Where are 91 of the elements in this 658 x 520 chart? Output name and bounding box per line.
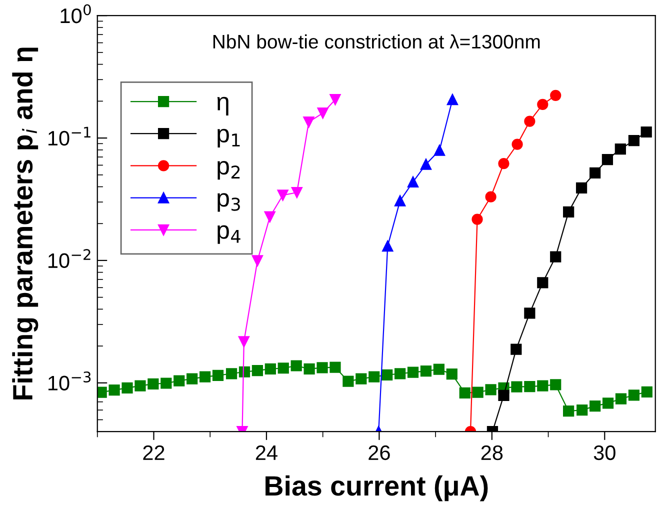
- y-axis-title: Fitting parameters p$_{i}$ and η: [12, 48, 38, 400]
- point: [590, 400, 601, 412]
- point: [537, 380, 548, 392]
- point: [342, 376, 354, 387]
- x-tick-label: 28: [481, 445, 503, 460]
- point: [459, 387, 470, 399]
- point: [368, 371, 380, 382]
- point: [498, 158, 510, 170]
- point: [356, 373, 367, 384]
- point: [290, 360, 302, 372]
- point: [226, 368, 238, 380]
- point: [160, 378, 172, 389]
- point: [212, 370, 224, 382]
- legend-label: p$_{4}$: [218, 225, 240, 244]
- point: [382, 369, 393, 381]
- point: [537, 277, 548, 288]
- point: [407, 176, 419, 188]
- x-tick-label: 22: [143, 445, 164, 460]
- point: [576, 182, 588, 194]
- point: [563, 406, 574, 417]
- point: [174, 375, 185, 386]
- point: [304, 363, 315, 374]
- point: [277, 190, 288, 201]
- point: [640, 126, 652, 138]
- legend-label: p$_{2}$: [218, 160, 240, 180]
- point: [590, 167, 601, 178]
- point: [394, 368, 406, 380]
- y-tick-label: 10$^{−3}$: [48, 371, 91, 390]
- point: [303, 116, 314, 128]
- point: [472, 386, 484, 398]
- point: [510, 344, 522, 355]
- legend-label: p$_{3}$: [218, 193, 240, 212]
- point: [434, 144, 446, 156]
- point: [186, 373, 198, 384]
- point: [238, 336, 250, 348]
- point: [615, 393, 627, 404]
- point: [512, 138, 523, 150]
- point: [641, 386, 652, 398]
- point: [602, 154, 614, 166]
- point: [278, 362, 289, 374]
- legend-label: p$_{1}$: [218, 128, 240, 148]
- point: [199, 371, 211, 382]
- point: [563, 206, 574, 218]
- point: [433, 364, 444, 375]
- y-tick-label: 10$^{−1}$: [48, 126, 90, 146]
- point: [485, 191, 496, 202]
- legend-label: η: [217, 96, 228, 116]
- x-axis-title: Bias current (μA): [266, 475, 488, 502]
- point: [394, 195, 406, 206]
- point: [511, 381, 522, 392]
- point: [420, 158, 432, 170]
- point: [264, 211, 276, 222]
- point: [97, 386, 107, 398]
- point: [382, 240, 394, 252]
- y-tick-label: 10$^{0}$: [60, 4, 91, 24]
- point: [524, 308, 536, 319]
- point: [550, 251, 562, 262]
- point: [317, 107, 328, 119]
- point: [550, 379, 562, 390]
- point: [602, 398, 614, 409]
- point: [446, 94, 458, 106]
- point: [628, 135, 640, 146]
- point: [446, 368, 458, 380]
- point: [122, 382, 133, 394]
- point: [148, 378, 159, 390]
- point: [291, 186, 302, 198]
- point: [576, 404, 588, 416]
- x-tick-label: 26: [368, 445, 390, 460]
- point: [524, 116, 536, 127]
- point: [524, 380, 536, 392]
- point: [316, 362, 328, 374]
- annotation: NbN bow-tie constriction at λ=1300nm: [213, 34, 540, 49]
- point: [252, 255, 264, 266]
- point: [472, 214, 483, 225]
- point: [498, 390, 510, 401]
- point: [537, 98, 548, 110]
- point: [485, 384, 496, 396]
- x-tick-label: 24: [256, 445, 278, 460]
- point: [628, 390, 640, 401]
- point: [264, 363, 276, 374]
- point: [108, 384, 120, 396]
- point: [550, 90, 562, 101]
- point: [330, 362, 341, 373]
- point: [330, 94, 341, 106]
- point: [252, 365, 264, 376]
- point: [420, 365, 432, 377]
- point: [614, 143, 626, 155]
- y-tick-label: 10$^{−2}$: [48, 249, 90, 268]
- point: [134, 380, 146, 392]
- point: [407, 366, 419, 378]
- x-tick-label: 30: [594, 445, 616, 460]
